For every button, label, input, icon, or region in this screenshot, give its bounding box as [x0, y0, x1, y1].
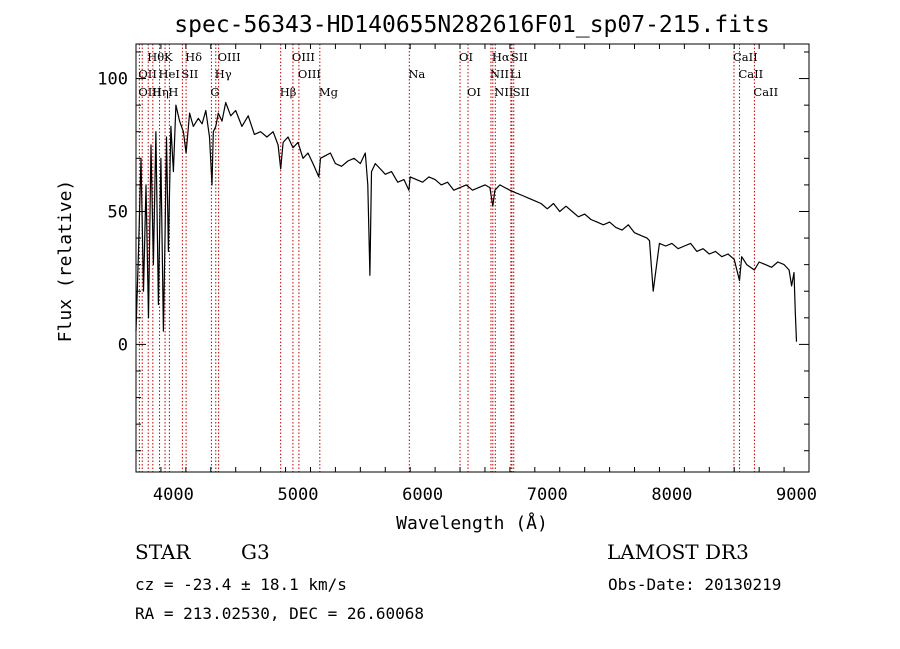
spectral-line-label: SII: [511, 50, 528, 64]
spectral-line-label: HeI: [159, 67, 180, 81]
x-tick-label: 5000: [278, 485, 319, 505]
coordinates: RA = 213.02530, DEC = 26.60068: [135, 604, 424, 623]
spectral-line-label: SII: [181, 67, 198, 81]
spectral-line-label: NII: [490, 67, 509, 81]
object-class: STAR: [135, 540, 191, 564]
spectral-line-label: K: [164, 50, 173, 64]
spectral-line-label: OIII: [292, 50, 315, 64]
spectral-line-label: Hβ: [280, 85, 297, 99]
spectral-line-label: Hγ: [215, 67, 232, 81]
spectral-line-label: CaII: [733, 50, 758, 64]
spectral-line-label: Na: [408, 67, 425, 81]
survey-name: LAMOST DR3: [607, 540, 749, 564]
chart-title: spec-56343-HD140655N282616F01_sp07-215.f…: [174, 12, 769, 38]
obs-date: Obs-Date: 20130219: [608, 575, 781, 594]
subclass: G3: [241, 540, 270, 564]
spectral-line-label: OI: [459, 50, 473, 64]
x-tick-label: 9000: [776, 485, 817, 505]
x-tick-label: 7000: [527, 485, 568, 505]
spectral-line-label: Mg: [319, 85, 339, 99]
series-layer: [135, 101, 798, 342]
spectral-line-label: Li: [510, 67, 522, 81]
plot-frame: [135, 43, 810, 473]
y-tick-label: 0: [118, 335, 128, 355]
spectral-line-label: H: [168, 85, 178, 99]
axis-ticks: 4000 5000 6000 7000 8000 9000 0 50 100: [97, 44, 817, 505]
spectral-line-label: NII: [494, 85, 513, 99]
spectral-line-label: Hδ: [185, 50, 202, 64]
spectral-line-label: CaII: [753, 85, 778, 99]
x-tick-label: 8000: [651, 485, 692, 505]
spectral-line-label: G: [210, 85, 219, 99]
spectral-line-label: Hθ: [147, 50, 164, 64]
spectral-line-label: CaII: [738, 67, 763, 81]
spectral-line-label: OIII: [298, 67, 321, 81]
line-markers: [138, 44, 755, 472]
spectral-line-label: SII: [513, 85, 530, 99]
redshift-text: cz = -23.4 ± 18.1 km/s: [135, 575, 347, 594]
spectral-line-label: Hα: [492, 50, 510, 64]
y-tick-label: 100: [97, 70, 128, 90]
spectral-line-label: OIII: [138, 85, 161, 99]
series-line: [135, 101, 798, 342]
x-tick-label: 4000: [153, 485, 194, 505]
spectral-line-label: OIII: [218, 50, 241, 64]
spectral-line-label: OII: [138, 67, 157, 81]
y-tick-label: 50: [108, 202, 128, 222]
spectral-line-label: OI: [467, 85, 481, 99]
x-axis-label: Wavelength (Å): [396, 512, 548, 534]
x-tick-label: 6000: [402, 485, 443, 505]
spectral-line-label: Hη: [152, 85, 169, 99]
y-axis-label: Flux (relative): [55, 180, 76, 343]
